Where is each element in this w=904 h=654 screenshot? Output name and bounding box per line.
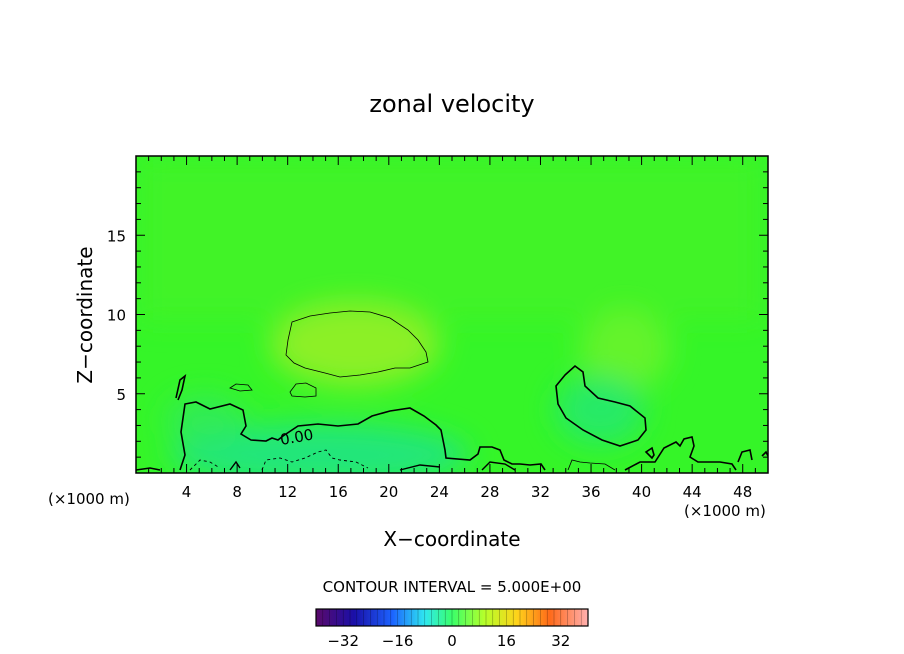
- colorbar-segment-lines: [322, 609, 582, 626]
- colorbar-tick-label: 0: [447, 632, 457, 650]
- contour-zero-right-cell: [555, 364, 647, 447]
- colorbar-tick-label: 16: [497, 632, 516, 650]
- colorbar-tick-label: −16: [382, 632, 414, 650]
- y-axis-ticks: 5 10 15: [107, 171, 768, 458]
- contour-label: 0.00: [279, 425, 315, 449]
- x-tick-label: 32: [531, 483, 550, 501]
- chart-title: zonal velocity: [369, 90, 534, 118]
- contour-positive-small-2: [229, 383, 253, 392]
- y-axis-label: Z−coordinate: [73, 246, 97, 383]
- x-tick-label: 4: [182, 483, 192, 501]
- contour-positive-bottom-right: [567, 459, 616, 471]
- plot-area: [136, 156, 768, 473]
- contour-zero-main: [136, 401, 546, 471]
- colorbar-tick-label: −32: [327, 632, 359, 650]
- contour-zero-left-notch: [175, 373, 187, 401]
- x-unit-left: (×1000 m): [48, 490, 130, 508]
- contour-zero-bottom-mid: [399, 461, 516, 471]
- colorbar-gradient: [316, 609, 588, 626]
- contour-lines: [136, 310, 768, 471]
- x-tick-label: 20: [379, 483, 398, 501]
- x-axis-ticks: 4 8 12 16 20 24 28 32 36 40 44 48: [148, 156, 756, 501]
- contour-positive-small-1: [289, 382, 317, 398]
- contour-negative-dashed: [189, 449, 369, 471]
- x-axis-label: X−coordinate: [383, 527, 520, 551]
- colorbar: −32 −16 0 16 32: [315, 608, 589, 650]
- contour-interval-text: CONTOUR INTERVAL = 5.000E+00: [323, 578, 582, 596]
- x-tick-label: 40: [632, 483, 651, 501]
- x-tick-label: 24: [430, 483, 449, 501]
- x-tick-label: 44: [683, 483, 702, 501]
- colorbar-labels: −32 −16 0 16 32: [327, 632, 570, 650]
- right-negative-shading: [555, 375, 645, 445]
- x-tick-label: 12: [278, 483, 297, 501]
- left-negative-shading: [165, 395, 245, 445]
- colorbar-tick-label: 32: [551, 632, 570, 650]
- x-tick-label: 48: [733, 483, 752, 501]
- contour-zero-bottom-left: [229, 460, 241, 471]
- positive-cell-shading: [270, 303, 440, 387]
- x-unit-right: (×1000 m): [684, 502, 766, 520]
- x-tick-label: 36: [581, 483, 600, 501]
- y-tick-label: 5: [116, 386, 126, 404]
- y-tick-label: 15: [107, 227, 126, 245]
- x-tick-label: 8: [232, 483, 242, 501]
- upper-field-lighter: [140, 160, 760, 320]
- contour-zero-right-bottom: [624, 436, 768, 471]
- colorbar-frame: [315, 608, 589, 627]
- right-positive-shading: [580, 310, 670, 390]
- x-tick-label: 28: [480, 483, 499, 501]
- x-tick-label: 16: [329, 483, 348, 501]
- y-tick-label: 10: [107, 307, 126, 325]
- contour-positive-upper-cell: [285, 310, 429, 378]
